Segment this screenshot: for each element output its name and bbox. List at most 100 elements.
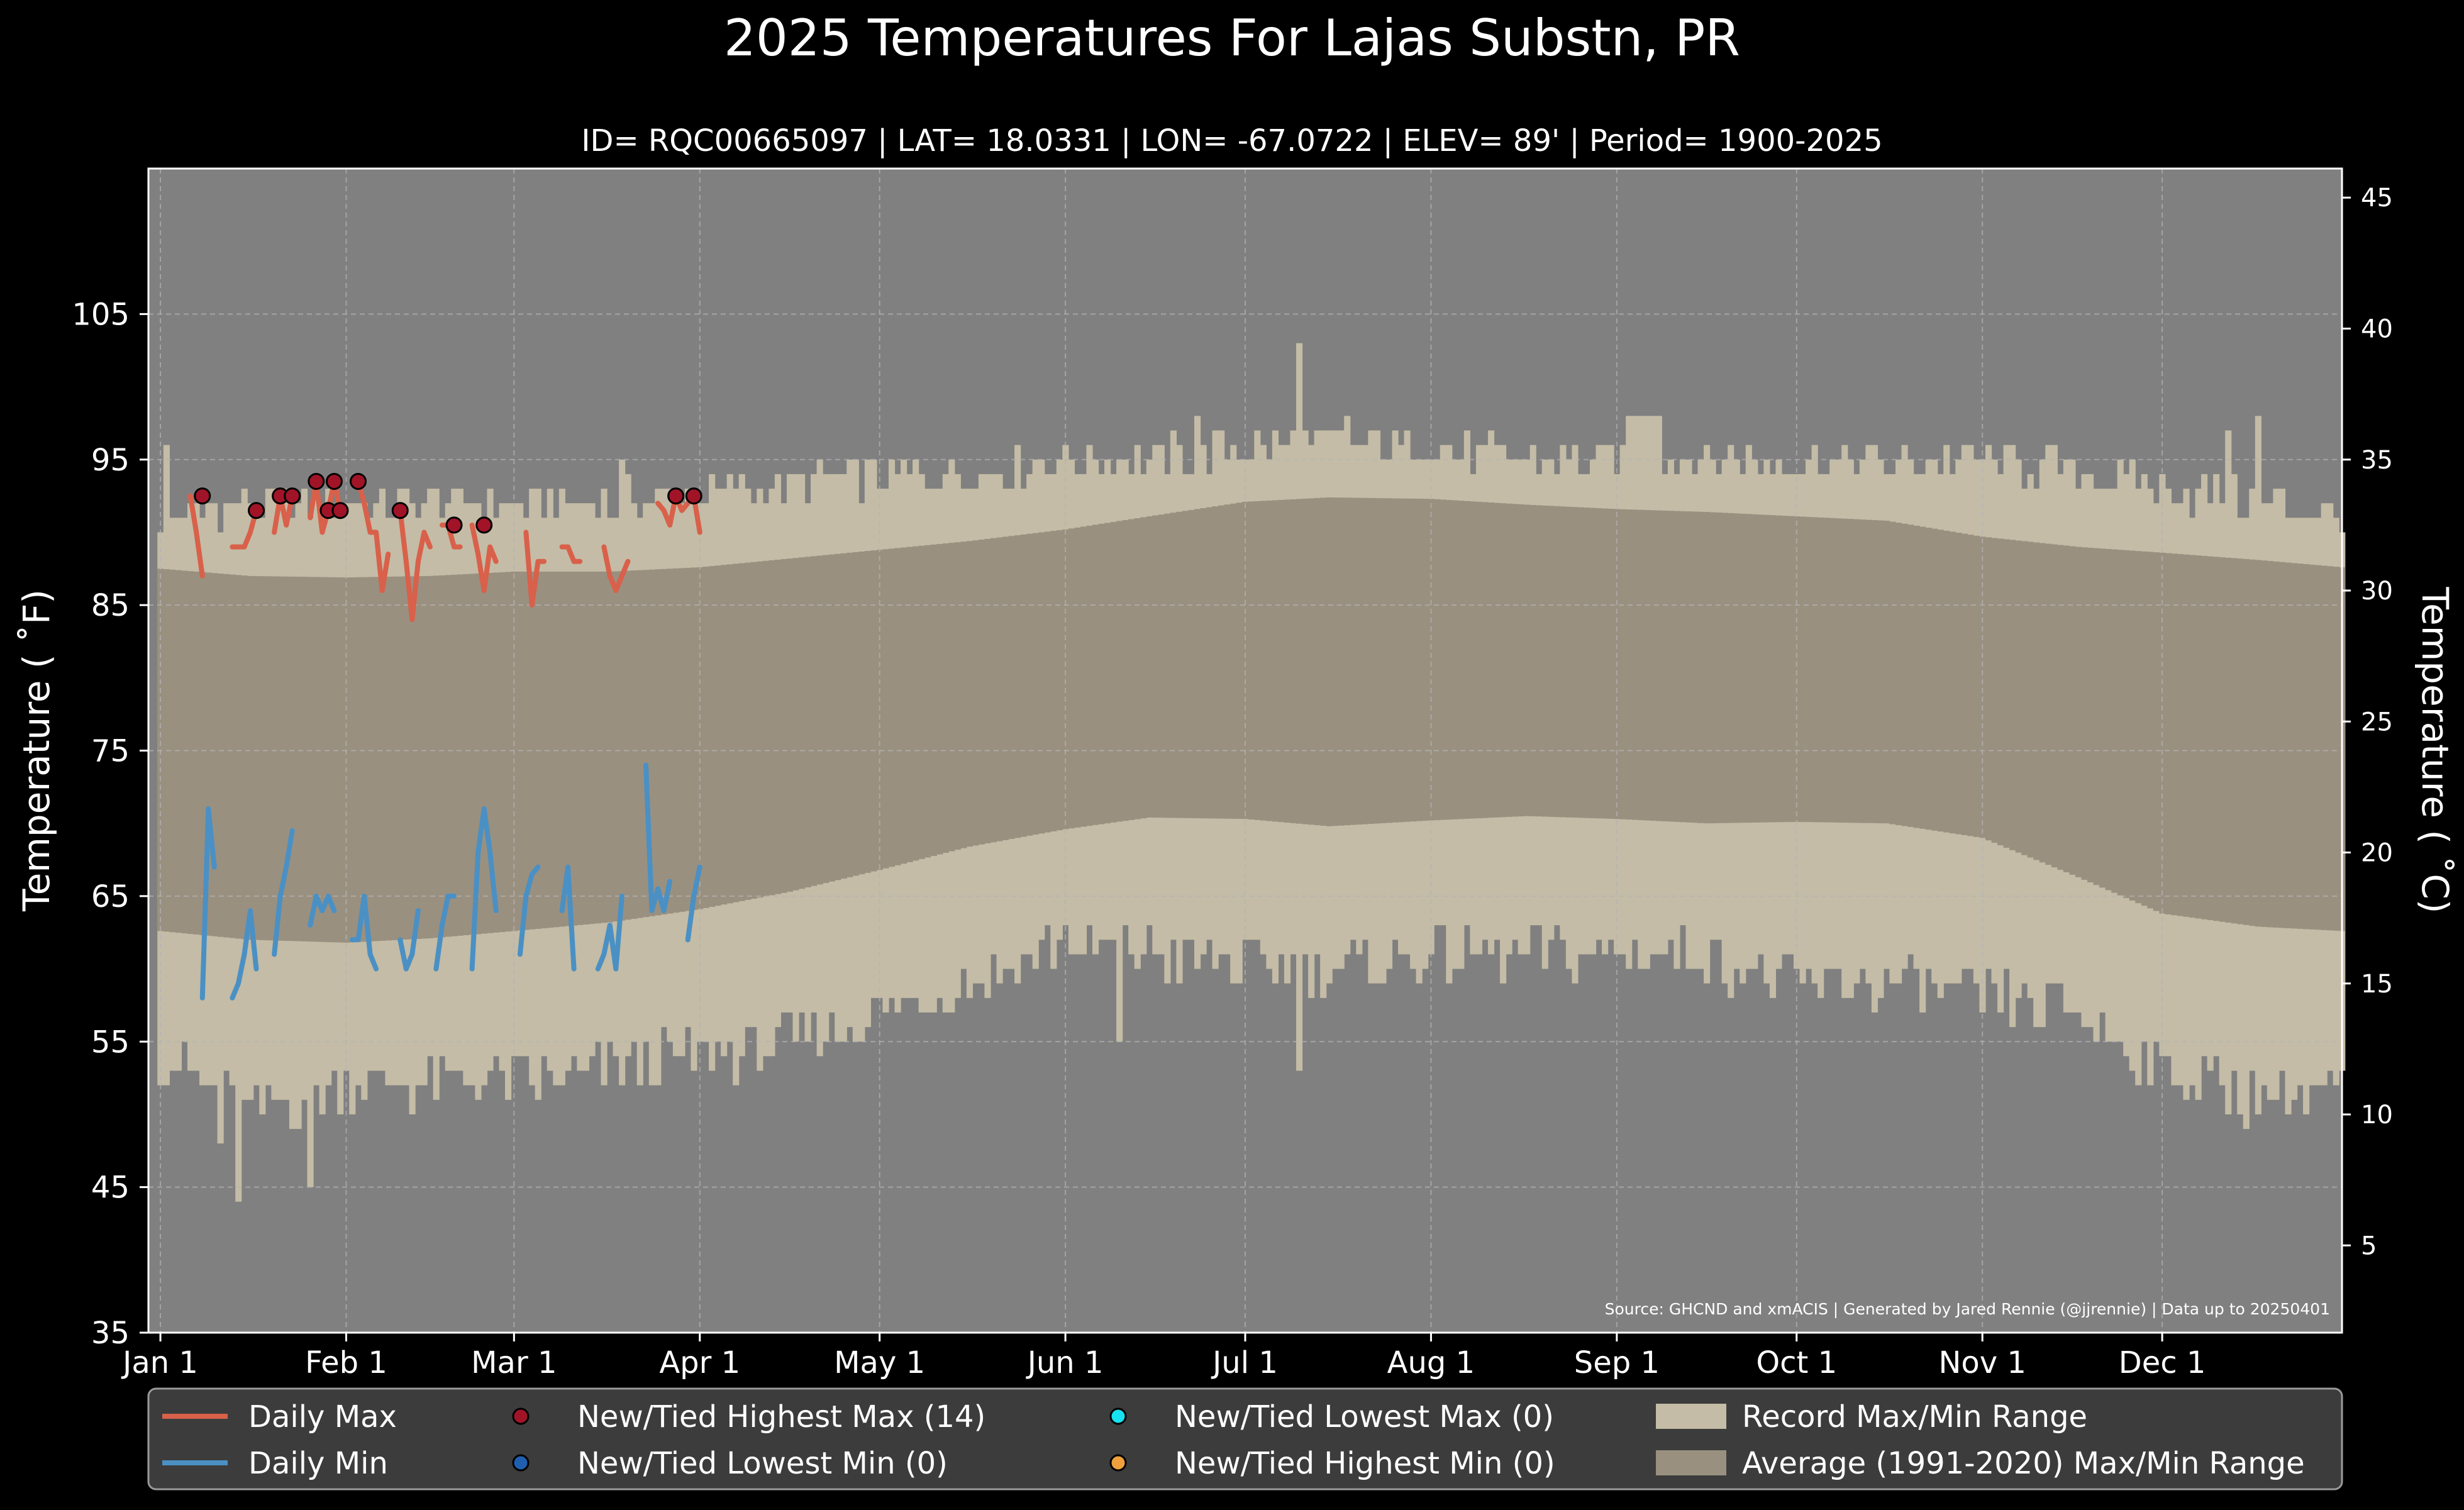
normal-range-bar <box>1374 497 1381 824</box>
chart-title: 2025 Temperatures For Lajas Substn, PR <box>724 9 1740 67</box>
normal-range-bar <box>1314 497 1321 826</box>
normal-range-bar <box>643 570 650 918</box>
normal-range-bar <box>1871 520 1879 823</box>
normal-range-bar <box>613 571 619 922</box>
normal-range-bar <box>1008 536 1015 840</box>
normal-range-bar <box>385 577 392 941</box>
normal-range-bar <box>558 571 565 927</box>
normal-range-bar <box>1434 499 1441 821</box>
normal-range-bar <box>1248 501 1255 820</box>
normal-range-bar <box>1794 516 1801 822</box>
normal-range-bar <box>2117 550 2124 896</box>
normal-range-bar <box>421 576 428 939</box>
normal-range-bar <box>1919 526 1926 829</box>
y-axis-right: 5 10 15 20 25 30 35 40 45 <box>2342 184 2393 1260</box>
normal-range-bar <box>1134 518 1141 819</box>
daily-min-line <box>199 806 217 1001</box>
normal-range-bar <box>823 555 830 884</box>
normal-range-bar <box>2039 543 2046 863</box>
normal-range-bar <box>1206 507 1213 819</box>
normal-range-bar <box>457 574 463 936</box>
normal-range-bar <box>1589 508 1597 819</box>
y-axis-left: 35 45 55 65 75 85 95 105 <box>72 297 148 1351</box>
normal-range-bar <box>2290 563 2298 929</box>
legend-entry-label: New/Tied Highest Max (14) <box>577 1399 985 1435</box>
normal-range-bar <box>918 545 925 859</box>
normal-range-bar <box>924 545 931 858</box>
x-tick-label: Jul 1 <box>1211 1345 1278 1380</box>
normal-range-bar <box>2003 539 2010 848</box>
y2-axis-label: Temperature ( ˚C) <box>2414 586 2456 913</box>
normal-range-bar <box>2183 554 2190 917</box>
normal-range-bar <box>1422 499 1429 821</box>
normal-range-bar <box>601 571 608 923</box>
normal-range-bar <box>2255 560 2261 927</box>
normal-range-bar <box>757 561 763 898</box>
legend-entry-label: Daily Max <box>248 1399 397 1435</box>
normal-range-bar <box>660 569 667 915</box>
normal-range-bar <box>1979 536 1986 838</box>
normal-range-bar <box>2237 558 2244 924</box>
daily-max-line <box>397 508 433 623</box>
normal-range-bar <box>2189 555 2196 918</box>
normal-range-bar <box>331 577 338 943</box>
normal-range-bar <box>1619 509 1626 819</box>
normal-range-bar <box>978 540 985 845</box>
normal-range-bar <box>1404 498 1411 822</box>
normal-range-bar <box>1673 511 1680 822</box>
normal-range-bar <box>1212 506 1219 819</box>
normal-range-bar <box>2081 547 2088 880</box>
record-high-marker <box>667 487 685 505</box>
normal-range-bar <box>1110 521 1117 823</box>
normal-range-bar <box>337 577 344 943</box>
x-tick-label: Dec 1 <box>2119 1345 2206 1380</box>
normal-range-bar <box>2171 553 2178 916</box>
normal-range-bar <box>469 574 475 935</box>
normal-range-bar <box>1655 510 1662 821</box>
normal-range-bar <box>648 569 655 916</box>
normal-range-bar <box>505 572 512 932</box>
normal-range-bar <box>1308 498 1315 825</box>
normal-range-bar <box>1745 514 1752 823</box>
normal-range-bar <box>702 567 709 908</box>
normal-range-bar <box>1104 523 1111 824</box>
normal-range-bar <box>283 576 290 941</box>
normal-range-bar <box>1020 534 1027 837</box>
normal-range-bar <box>1757 514 1764 823</box>
normal-range-bar <box>1410 498 1417 822</box>
daily-min-line <box>433 893 457 972</box>
normal-range-bar <box>427 575 434 938</box>
normal-range-bar <box>1961 533 1968 835</box>
normal-range-bar <box>379 577 386 941</box>
y-tick-label: 55 <box>91 1024 130 1060</box>
normal-range-bar <box>1260 501 1267 821</box>
normal-range-bar <box>672 568 680 913</box>
normal-range-bar <box>1056 530 1063 831</box>
normal-range-bar <box>1811 517 1818 823</box>
normal-range-bar <box>906 547 913 862</box>
x-tick-label: May 1 <box>834 1345 925 1380</box>
record-high-marker <box>445 516 463 534</box>
y2-tick-label: 5 <box>2361 1231 2377 1260</box>
normal-range-bar <box>1368 497 1375 824</box>
normal-range-bar <box>1925 528 1932 830</box>
normal-range-bar <box>679 568 685 912</box>
normal-range-bar <box>1170 513 1177 818</box>
normal-range-bar <box>811 556 818 886</box>
normal-range-bar <box>1344 497 1351 826</box>
normal-range-bar <box>229 574 236 938</box>
normal-range-bar <box>223 574 230 938</box>
normal-range-bar <box>2021 541 2028 855</box>
normal-range-bar <box>636 570 643 918</box>
normal-range-bar <box>1463 501 1470 819</box>
legend-entry-label: Average (1991-2020) Max/Min Range <box>1742 1446 2305 1481</box>
normal-range-bar <box>1296 499 1303 824</box>
normal-range-bar <box>1266 500 1273 821</box>
normal-range-bar <box>984 538 991 844</box>
normal-range-bar <box>667 569 674 914</box>
normal-range-bar <box>870 550 877 872</box>
normal-range-bar <box>697 567 704 909</box>
normal-range-bar <box>2195 555 2202 919</box>
y-tick-label: 75 <box>91 734 130 769</box>
normal-range-bar <box>1704 512 1711 824</box>
